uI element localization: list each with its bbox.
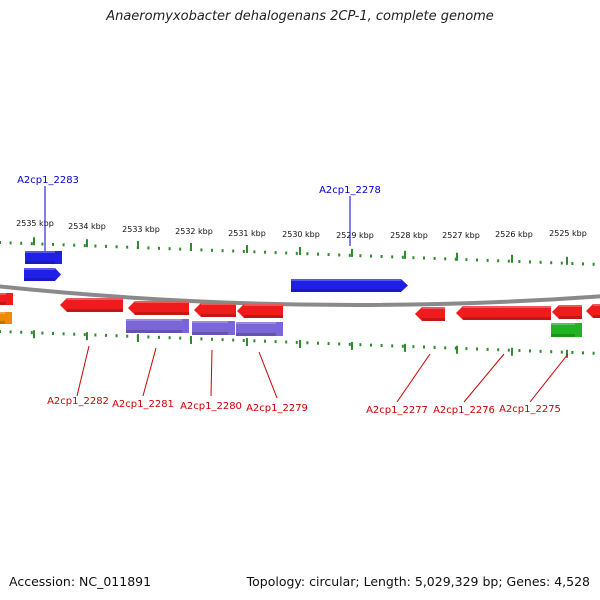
callout-line-a2cp1-2281 (142, 347, 157, 397)
accession-label: Accession: NC_011891 (9, 574, 152, 589)
gene-a2cp1-2279-cds[interactable] (236, 322, 283, 336)
tick-label: 2533 kbp (122, 225, 160, 234)
tick-label: 2535 kbp (16, 219, 54, 228)
gene-a2cp1-2281[interactable] (128, 301, 189, 315)
tick-label: 2531 kbp (228, 229, 266, 238)
gene-a2cp1-2275[interactable] (552, 305, 582, 319)
tick-label: 2525 kbp (549, 229, 587, 238)
tick-label: 2526 kbp (495, 230, 533, 239)
callout-line-a2cp1-2280 (210, 349, 213, 397)
gene-a2cp1-2280-cds[interactable] (192, 321, 235, 335)
gene-label-a2cp1-2276[interactable]: A2cp1_2276 (433, 405, 495, 416)
gene-edge-left[interactable] (0, 293, 13, 305)
tick-labels: 2535 kbp 2534 kbp 2533 kbp 2532 kbp 2531 kbp… (16, 219, 587, 240)
gene-a2cp1-2276[interactable] (456, 306, 551, 320)
tick-label: 2529 kbp (336, 231, 374, 240)
tick-label: 2532 kbp (175, 227, 213, 236)
gene-features (0, 251, 600, 337)
gene-label-a2cp1-2277[interactable]: A2cp1_2277 (366, 405, 428, 416)
gene-a2cp1-2283[interactable] (25, 251, 62, 264)
tick-label: 2530 kbp (282, 230, 320, 239)
gene-a2cp1-2275-cds[interactable] (551, 323, 582, 337)
gene-edge-orange[interactable] (0, 312, 12, 324)
callout-line-a2cp1-2277 (396, 353, 431, 403)
gene-forward-small[interactable] (24, 268, 61, 281)
lower-tick-track (0, 330, 595, 358)
gene-edge-right[interactable] (586, 304, 600, 318)
gene-a2cp1-2277[interactable] (415, 307, 445, 321)
gene-a2cp1-2279[interactable] (237, 304, 283, 318)
upper-tick-track (0, 237, 595, 266)
gene-label-a2cp1-2280[interactable]: A2cp1_2280 (180, 401, 242, 412)
gene-label-a2cp1-2281[interactable]: A2cp1_2281 (112, 399, 174, 410)
gene-label-a2cp1-2279[interactable]: A2cp1_2279 (246, 403, 308, 414)
gene-a2cp1-2281-cds[interactable] (126, 319, 189, 333)
gene-a2cp1-2278[interactable] (291, 279, 408, 292)
genome-backbone (0, 284, 600, 307)
gene-label-a2cp1-2283[interactable]: A2cp1_2283 (17, 175, 79, 186)
genome-stats: Topology: circular; Length: 5,029,329 bp… (246, 574, 590, 589)
gene-labels: A2cp1_2283 A2cp1_2278 A2cp1_2282 A2cp1_2281… (17, 175, 561, 416)
gene-label-a2cp1-2275[interactable]: A2cp1_2275 (499, 404, 561, 415)
gene-a2cp1-2280[interactable] (194, 303, 236, 317)
genome-title: Anaeromyxobacter dehalogenans 2CP-1, com… (106, 9, 494, 24)
tick-label: 2528 kbp (390, 231, 428, 240)
gene-a2cp1-2282[interactable] (60, 298, 123, 312)
callout-line-a2cp1-2279 (258, 351, 278, 399)
tick-label: 2527 kbp (442, 231, 480, 240)
gene-label-a2cp1-2282[interactable]: A2cp1_2282 (47, 396, 109, 407)
callout-line-a2cp1-2275 (529, 353, 569, 403)
callout-line-a2cp1-2276 (463, 353, 505, 403)
gene-callouts (44, 186, 569, 403)
tick-label: 2534 kbp (68, 222, 106, 231)
callout-line-a2cp1-2282 (76, 345, 90, 397)
gene-label-a2cp1-2278[interactable]: A2cp1_2278 (319, 185, 381, 196)
